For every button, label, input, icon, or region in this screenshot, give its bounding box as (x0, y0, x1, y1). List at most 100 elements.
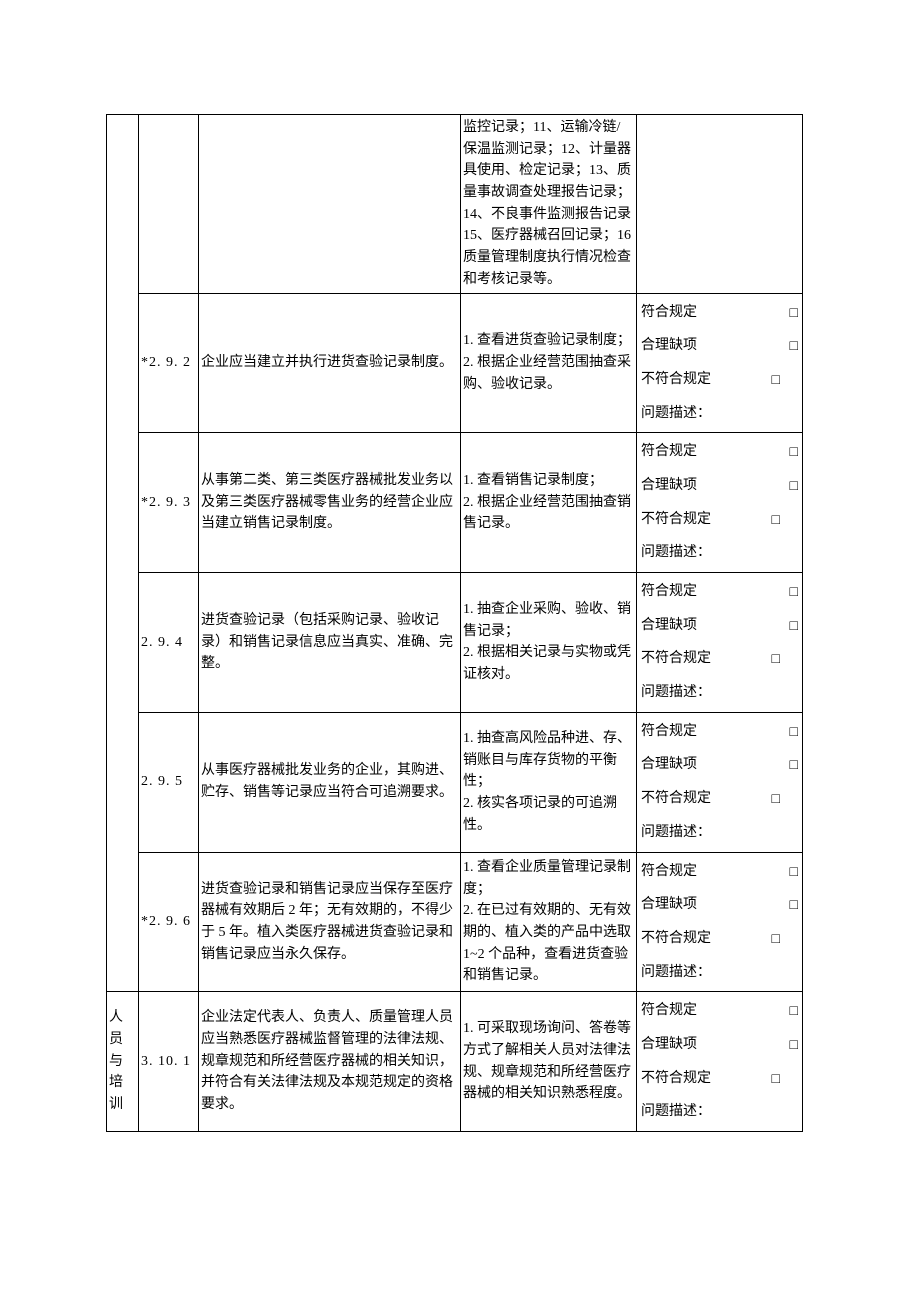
checkbox[interactable]: □ (790, 721, 798, 743)
result-cell: 符合规定 □ 合理缺项 □ 不符合规定 □ 问题描述： (637, 852, 803, 992)
result-label: 合理缺项 (641, 894, 697, 916)
result-defect: 合理缺项 □ (639, 748, 800, 782)
checkbox[interactable]: □ (790, 581, 798, 603)
result-label: 符合规定 (641, 581, 697, 603)
check-cell: 1. 抽查企业采购、验收、销售记录； 2. 根据相关记录与实物或凭证核对。 (461, 573, 637, 713)
check-cell: 监控记录；11、运输冷链/保温监测记录；12、计量器具使用、检定记录；13、质量… (461, 115, 637, 294)
table-row: *2. 9. 3 从事第二类、第三类医疗器械批发业务以及第三类医疗器械零售业务的… (107, 433, 803, 573)
result-label: 符合规定 (641, 721, 697, 743)
result-cell-blank (637, 115, 803, 294)
checkbox[interactable]: □ (790, 861, 798, 883)
table-row: 2. 9. 4 进货查验记录（包括采购记录、验收记录）和销售记录信息应当真实、准… (107, 573, 803, 713)
result-label: 符合规定 (641, 441, 697, 463)
result-label: 不符合规定 (641, 1068, 711, 1090)
result-conform: 符合规定 □ (639, 715, 800, 749)
result-label: 不符合规定 (641, 788, 711, 810)
result-nonconform: 不符合规定 □ (639, 503, 800, 537)
result-label: 合理缺项 (641, 335, 697, 357)
result-defect: 合理缺项 □ (639, 1028, 800, 1062)
result-label: 符合规定 (641, 861, 697, 883)
result-desc-label: 问题描述： (639, 676, 800, 710)
result-conform: 符合规定 □ (639, 855, 800, 889)
check-cell: 1. 抽查高风险品种进、存、销账目与库存货物的平衡性； 2. 核实各项记录的可追… (461, 712, 637, 852)
result-desc-label: 问题描述： (639, 956, 800, 990)
checkbox[interactable]: □ (772, 648, 780, 670)
checkbox[interactable]: □ (772, 509, 780, 531)
result-cell: 符合规定 □ 合理缺项 □ 不符合规定 □ 问题描述： (637, 992, 803, 1132)
checkbox[interactable]: □ (772, 369, 780, 391)
number-cell: 3. 10. 1 (139, 992, 199, 1132)
result-nonconform: 不符合规定 □ (639, 782, 800, 816)
result-label: 合理缺项 (641, 754, 697, 776)
result-cell: 符合规定 □ 合理缺项 □ 不符合规定 □ 问题描述： (637, 712, 803, 852)
document-page: 监控记录；11、运输冷链/保温监测记录；12、计量器具使用、检定记录；13、质量… (0, 0, 920, 1302)
result-label: 不符合规定 (641, 509, 711, 531)
result-label: 不符合规定 (641, 369, 711, 391)
inspection-table: 监控记录；11、运输冷链/保温监测记录；12、计量器具使用、检定记录；13、质量… (106, 114, 803, 1132)
number-cell: 2. 9. 4 (139, 573, 199, 713)
result-nonconform: 不符合规定 □ (639, 1062, 800, 1096)
result-desc-label: 问题描述： (639, 397, 800, 431)
result-label: 符合规定 (641, 302, 697, 324)
checkbox[interactable]: □ (790, 475, 798, 497)
checkbox[interactable]: □ (772, 928, 780, 950)
category-cell-blank (107, 115, 139, 992)
result-label: 合理缺项 (641, 475, 697, 497)
checkbox[interactable]: □ (790, 302, 798, 324)
result-conform: 符合规定 □ (639, 575, 800, 609)
checkbox[interactable]: □ (790, 335, 798, 357)
checkbox[interactable]: □ (772, 1068, 780, 1090)
result-nonconform: 不符合规定 □ (639, 642, 800, 676)
result-defect: 合理缺项 □ (639, 469, 800, 503)
result-cell: 符合规定 □ 合理缺项 □ 不符合规定 □ 问题描述： (637, 573, 803, 713)
result-desc-label: 问题描述： (639, 536, 800, 570)
result-label: 合理缺项 (641, 1034, 697, 1056)
checkbox[interactable]: □ (790, 1034, 798, 1056)
checkbox[interactable]: □ (790, 894, 798, 916)
number-cell: *2. 9. 6 (139, 852, 199, 992)
result-defect: 合理缺项 □ (639, 609, 800, 643)
checkbox[interactable]: □ (790, 754, 798, 776)
number-cell: *2. 9. 3 (139, 433, 199, 573)
requirement-cell: 企业应当建立并执行进货查验记录制度。 (199, 293, 461, 433)
result-defect: 合理缺项 □ (639, 329, 800, 363)
result-desc-label: 问题描述： (639, 816, 800, 850)
requirement-cell: 企业法定代表人、负责人、质量管理人员应当熟悉医疗器械监督管理的法律法规、规章规范… (199, 992, 461, 1132)
check-cell: 1. 可采取现场询问、答卷等方式了解相关人员对法律法规、规章规范和所经营医疗器械… (461, 992, 637, 1132)
number-cell: *2. 9. 2 (139, 293, 199, 433)
result-label: 不符合规定 (641, 648, 711, 670)
requirement-cell: 从事第二类、第三类医疗器械批发业务以及第三类医疗器械零售业务的经营企业应当建立销… (199, 433, 461, 573)
requirement-cell (199, 115, 461, 294)
requirement-cell: 从事医疗器械批发业务的企业，其购进、贮存、销售等记录应当符合可追溯要求。 (199, 712, 461, 852)
category-cell: 人员与培训 (107, 992, 139, 1132)
requirement-cell: 进货查验记录和销售记录应当保存至医疗器械有效期后 2 年；无有效期的，不得少于 … (199, 852, 461, 992)
result-cell: 符合规定 □ 合理缺项 □ 不符合规定 □ 问题描述： (637, 293, 803, 433)
checkbox[interactable]: □ (790, 441, 798, 463)
check-cell: 1. 查看进货查验记录制度； 2. 根据企业经营范围抽查采购、验收记录。 (461, 293, 637, 433)
result-conform: 符合规定 □ (639, 296, 800, 330)
checkbox[interactable]: □ (790, 615, 798, 637)
table-row: 监控记录；11、运输冷链/保温监测记录；12、计量器具使用、检定记录；13、质量… (107, 115, 803, 294)
number-cell (139, 115, 199, 294)
result-conform: 符合规定 □ (639, 435, 800, 469)
result-label: 符合规定 (641, 1000, 697, 1022)
number-cell: 2. 9. 5 (139, 712, 199, 852)
result-defect: 合理缺项 □ (639, 888, 800, 922)
table-row: *2. 9. 2 企业应当建立并执行进货查验记录制度。 1. 查看进货查验记录制… (107, 293, 803, 433)
check-cell: 1. 查看销售记录制度； 2. 根据企业经营范围抽查销售记录。 (461, 433, 637, 573)
result-nonconform: 不符合规定 □ (639, 922, 800, 956)
result-label: 合理缺项 (641, 615, 697, 637)
result-desc-label: 问题描述： (639, 1095, 800, 1129)
table-row: 人员与培训 3. 10. 1 企业法定代表人、负责人、质量管理人员应当熟悉医疗器… (107, 992, 803, 1132)
result-nonconform: 不符合规定 □ (639, 363, 800, 397)
table-row: 2. 9. 5 从事医疗器械批发业务的企业，其购进、贮存、销售等记录应当符合可追… (107, 712, 803, 852)
result-conform: 符合规定 □ (639, 994, 800, 1028)
check-cell: 1. 查看企业质量管理记录制度； 2. 在已过有效期的、无有效期的、植入类的产品… (461, 852, 637, 992)
result-cell: 符合规定 □ 合理缺项 □ 不符合规定 □ 问题描述： (637, 433, 803, 573)
table-row: *2. 9. 6 进货查验记录和销售记录应当保存至医疗器械有效期后 2 年；无有… (107, 852, 803, 992)
result-label: 不符合规定 (641, 928, 711, 950)
table-body: 监控记录；11、运输冷链/保温监测记录；12、计量器具使用、检定记录；13、质量… (107, 115, 803, 1132)
checkbox[interactable]: □ (790, 1000, 798, 1022)
requirement-cell: 进货查验记录（包括采购记录、验收记录）和销售记录信息应当真实、准确、完整。 (199, 573, 461, 713)
checkbox[interactable]: □ (772, 788, 780, 810)
